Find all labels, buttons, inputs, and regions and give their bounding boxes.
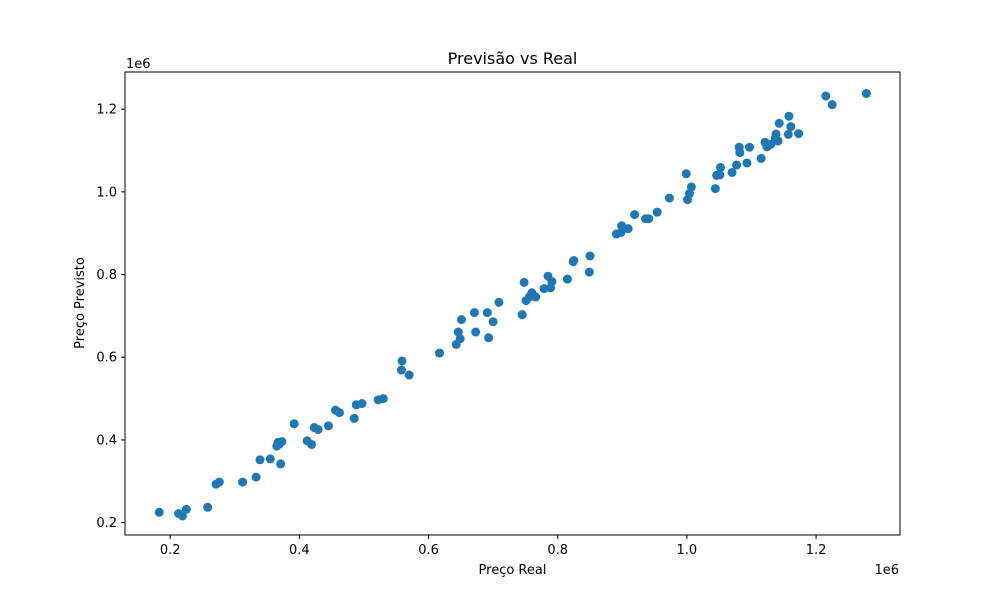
data-point [766,139,776,149]
data-point [494,297,504,307]
y-tick-label: 0.4 [96,433,117,448]
data-point [154,507,164,517]
y-tick-label: 1.0 [96,185,117,200]
data-point [715,170,725,180]
data-point [562,274,572,284]
data-point [727,167,737,177]
data-point [177,511,187,521]
data-point [519,277,529,287]
data-point [378,394,388,404]
data-point [357,399,367,409]
data-point [455,334,465,344]
data-point [664,193,674,203]
x-axis-label: Preço Real [479,563,547,578]
data-point [469,308,479,318]
data-point [783,129,793,139]
x-tick-label: 0.6 [418,543,439,558]
data-point [289,419,299,429]
data-point [203,502,213,512]
data-point [181,504,191,514]
chart-title: Previsão vs Real [448,49,578,68]
plot-frame [124,71,901,536]
data-point [334,408,344,418]
data-point [482,308,492,318]
data-point [681,169,691,179]
data-point [686,182,696,192]
data-point [861,88,871,98]
axis-ticks: 0.2 0.4 0.6 0.8 1.0 1.2 0.2 0.4 0.6 0.8 1.0 1.2 [96,103,826,558]
data-point [313,425,323,435]
y-tick-label: 1.2 [96,103,117,118]
data-point [255,455,265,465]
data-point [517,310,527,320]
data-point [644,214,654,224]
data-point [435,348,445,358]
data-point [276,459,286,469]
y-offset-label: 1e6 [126,57,151,72]
data-point [710,184,720,194]
data-point [584,267,594,277]
data-point [323,421,333,431]
data-point [715,162,725,172]
data-point [397,356,407,366]
data-point [531,292,541,302]
x-offset-label: 1e6 [874,563,899,578]
data-point [623,224,633,234]
y-tick-label: 0.6 [96,351,117,366]
data-point [349,413,359,423]
data-point [214,477,224,487]
data-point [735,148,745,158]
data-point [616,227,626,237]
data-points [154,88,871,521]
data-point [307,439,317,449]
data-point [585,251,595,261]
data-point [821,91,831,101]
data-point [742,158,752,168]
y-tick-label: 0.2 [96,516,117,531]
x-tick-label: 0.2 [160,543,181,558]
x-tick-label: 0.8 [547,543,568,558]
x-tick-label: 0.4 [289,543,310,558]
data-point [732,160,742,170]
data-point [547,277,557,287]
data-point [238,477,248,487]
data-point [774,118,784,128]
data-point [652,207,662,217]
data-point [756,153,766,163]
data-point [827,100,837,110]
data-point [484,333,494,343]
data-point [630,210,640,220]
data-point [784,111,794,121]
data-point [265,454,275,464]
data-point [488,317,498,327]
data-point [277,437,287,447]
data-point [771,129,781,139]
y-tick-label: 0.8 [96,268,117,283]
data-point [745,142,755,152]
data-point [794,129,804,139]
data-point [251,472,261,482]
y-axis-label: Preço Previsto [73,257,88,349]
data-point [471,327,481,337]
data-point [404,370,414,380]
data-point [456,315,466,325]
data-point [786,122,796,132]
data-point [773,136,783,146]
x-tick-label: 1.0 [677,543,698,558]
data-point [569,256,579,266]
data-point [396,365,406,375]
x-tick-label: 1.2 [806,543,827,558]
